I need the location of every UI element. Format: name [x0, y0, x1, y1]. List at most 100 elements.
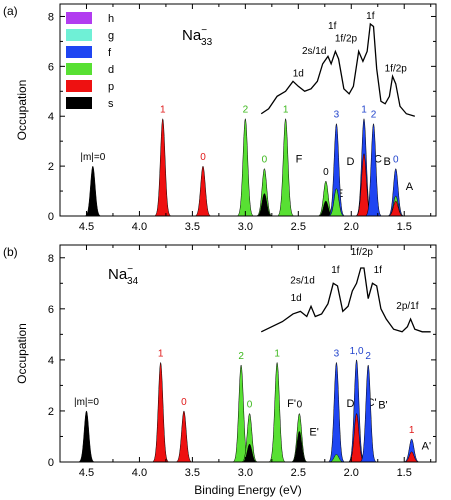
legend-label-h: h — [108, 13, 114, 25]
peak-m-label: 0 — [200, 152, 206, 163]
peak-6-layer-s — [291, 430, 308, 463]
legend-label-p: p — [108, 81, 114, 93]
peak-3-layer-d — [237, 117, 254, 217]
x-tick-label: 4.0 — [132, 467, 147, 479]
peak-3: 2 — [237, 105, 254, 217]
peak-m-label: 0 — [323, 167, 329, 178]
peak-10-layer-f — [403, 438, 420, 463]
peak-m-label: 3 — [334, 110, 340, 121]
peak-0: |m|=0 — [74, 397, 99, 463]
legend-label-s: s — [108, 98, 114, 110]
peak-0: |m|=0 — [80, 152, 106, 217]
y-tick-label: 0 — [48, 211, 54, 223]
panel-tag: (b) — [3, 245, 18, 259]
x-tick-label: 2.5 — [291, 467, 306, 479]
peak-m-label: 0 — [297, 399, 303, 410]
peak-m-label: 1 — [158, 348, 164, 359]
peak-7: 3D — [328, 110, 354, 217]
x-tick-label: 2.0 — [344, 221, 359, 233]
y-axis-label: Occupation — [15, 323, 29, 384]
peak-4: 0 — [241, 399, 258, 463]
spectrum-annotation: 1f — [374, 265, 383, 276]
peak-m-label: 2 — [371, 110, 377, 121]
spectrum-annotation: 1f/2p — [351, 247, 374, 258]
peak-7-layer-f — [328, 122, 345, 217]
x-axis-label: Binding Energy (eV) — [194, 483, 301, 497]
peak-8-layer-f — [348, 358, 365, 463]
spectrum-annotation: 1f — [328, 21, 337, 32]
peak-1-layer-p — [152, 361, 169, 463]
x-tick-label: 3.5 — [185, 467, 200, 479]
peak-m-label: 3 — [334, 348, 340, 359]
y-tick-label: 8 — [48, 253, 54, 265]
peak-letter-label: A — [406, 181, 414, 193]
peak-9: 2B — [365, 110, 391, 217]
legend-label-g: g — [108, 30, 114, 42]
peak-letter-label: C — [374, 154, 382, 166]
y-tick-label: 8 — [48, 11, 54, 23]
peak-0-layer-s — [85, 165, 101, 217]
peak-letter-label: B' — [378, 400, 387, 412]
peak-5-layer-d — [277, 117, 294, 217]
y-tick-label: 0 — [48, 457, 54, 469]
spectrum-annotation: 2p/1f — [396, 301, 418, 312]
peak-letter-label: D' — [346, 398, 356, 410]
peak-4-layer-d — [241, 413, 258, 463]
peak-7-layer-f — [328, 361, 345, 463]
spectrum-annotation: 2s/1d — [290, 275, 314, 286]
peak-10-layer-p — [403, 451, 420, 463]
spectrum-annotation: 2s/1d — [302, 46, 326, 57]
peak-8: 1,0 C' — [348, 346, 377, 463]
y-tick-label: 4 — [48, 111, 54, 123]
peak-m-label: 0 — [181, 397, 187, 408]
x-tick-label: 1.5 — [397, 221, 412, 233]
x-tick-label: 3.5 — [185, 221, 200, 233]
peak-4-layer-s — [241, 443, 258, 463]
peak-2-layer-p — [176, 410, 192, 463]
plot-frame — [59, 3, 437, 217]
peak-letter-label: D — [346, 156, 354, 168]
x-tick-label: 2.5 — [291, 221, 306, 233]
y-tick-label: 2 — [48, 406, 54, 418]
y-tick-label: 4 — [48, 355, 54, 367]
peak-2: 0 — [176, 397, 192, 463]
spectrum-annotation: 1d — [291, 293, 302, 304]
x-tick-label: 1.5 — [397, 467, 412, 479]
legend-label-f: f — [108, 47, 112, 59]
peak-m-label: |m|=0 — [80, 152, 105, 163]
peak-10-layer-f — [388, 168, 404, 217]
peak-m-label: |m|=0 — [74, 397, 99, 408]
y-tick-label: 2 — [48, 161, 54, 173]
legend-swatch-h — [66, 12, 92, 24]
legend-swatch-p — [66, 80, 92, 92]
plot-frame — [59, 244, 437, 463]
peak-1-layer-p — [155, 117, 171, 217]
peak-m-label: 2 — [238, 351, 244, 362]
x-tick-label: 3.0 — [238, 221, 253, 233]
peak-5: 1 F' — [269, 348, 296, 463]
x-tick-label: 2.0 — [344, 467, 359, 479]
legend-swatch-d — [66, 63, 92, 75]
peak-2: 0 — [195, 152, 211, 217]
spectrum-annotation: 1f/2p — [335, 33, 358, 44]
x-tick-label: 4.5 — [79, 221, 94, 233]
peak-m-label: 1 — [274, 348, 280, 359]
spectrum-annotation: 1d — [293, 68, 304, 79]
peak-m-label: 2 — [365, 351, 371, 362]
spectrum-annotation: 1f — [331, 265, 340, 276]
x-tick-label: 4.5 — [79, 467, 94, 479]
peak-9-layer-f — [365, 122, 382, 217]
peak-7-layer-d — [328, 188, 345, 217]
peak-4-layer-s — [256, 193, 273, 217]
x-tick-label: 4.0 — [132, 221, 147, 233]
legend-swatch-g — [66, 29, 92, 41]
peak-letter-label: F — [296, 154, 303, 166]
peak-0-layer-s — [78, 410, 95, 463]
spectrum-annotation: 1f — [366, 11, 375, 22]
y-axis-label: Occupation — [15, 80, 29, 141]
peak-10: 1 A' — [403, 425, 431, 463]
experimental-spectrum-line — [260, 22, 416, 117]
panel-tag: (a) — [3, 4, 18, 18]
